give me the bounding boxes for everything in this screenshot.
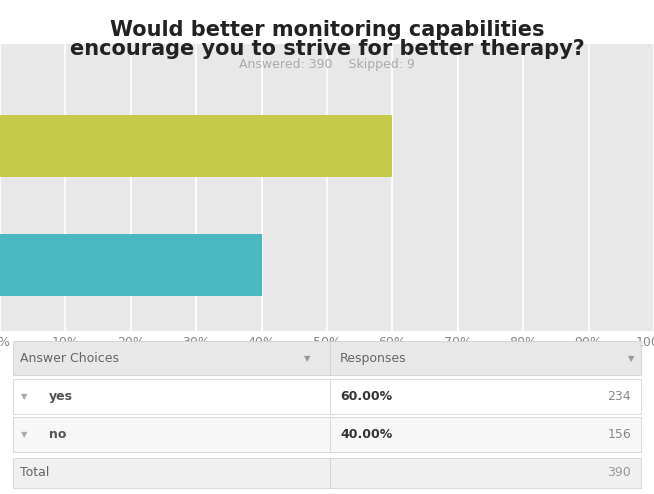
Text: 60.00%: 60.00%	[340, 390, 392, 403]
Bar	[0, 115, 392, 177]
Text: ▼: ▼	[628, 354, 634, 363]
Text: Answered: 390    Skipped: 9: Answered: 390 Skipped: 9	[239, 58, 415, 71]
Text: encourage you to strive for better therapy?: encourage you to strive for better thera…	[69, 39, 585, 58]
Bar	[13, 341, 641, 375]
Text: ▼: ▼	[21, 392, 27, 401]
Bar	[0, 234, 262, 296]
Text: 390: 390	[608, 466, 631, 479]
Text: Would better monitoring capabilities: Would better monitoring capabilities	[110, 20, 544, 40]
Text: Total: Total	[20, 466, 49, 479]
Text: ▼: ▼	[304, 354, 311, 363]
Text: Answer Choices: Answer Choices	[20, 352, 118, 365]
Text: ▼: ▼	[21, 430, 27, 439]
Text: 156: 156	[608, 428, 631, 441]
Bar	[13, 417, 641, 452]
Bar	[13, 457, 641, 488]
Text: 40.00%: 40.00%	[340, 428, 392, 441]
Bar	[13, 379, 641, 413]
Text: yes: yes	[49, 390, 73, 403]
Text: no: no	[49, 428, 67, 441]
Text: Responses: Responses	[340, 352, 407, 365]
Text: 234: 234	[608, 390, 631, 403]
